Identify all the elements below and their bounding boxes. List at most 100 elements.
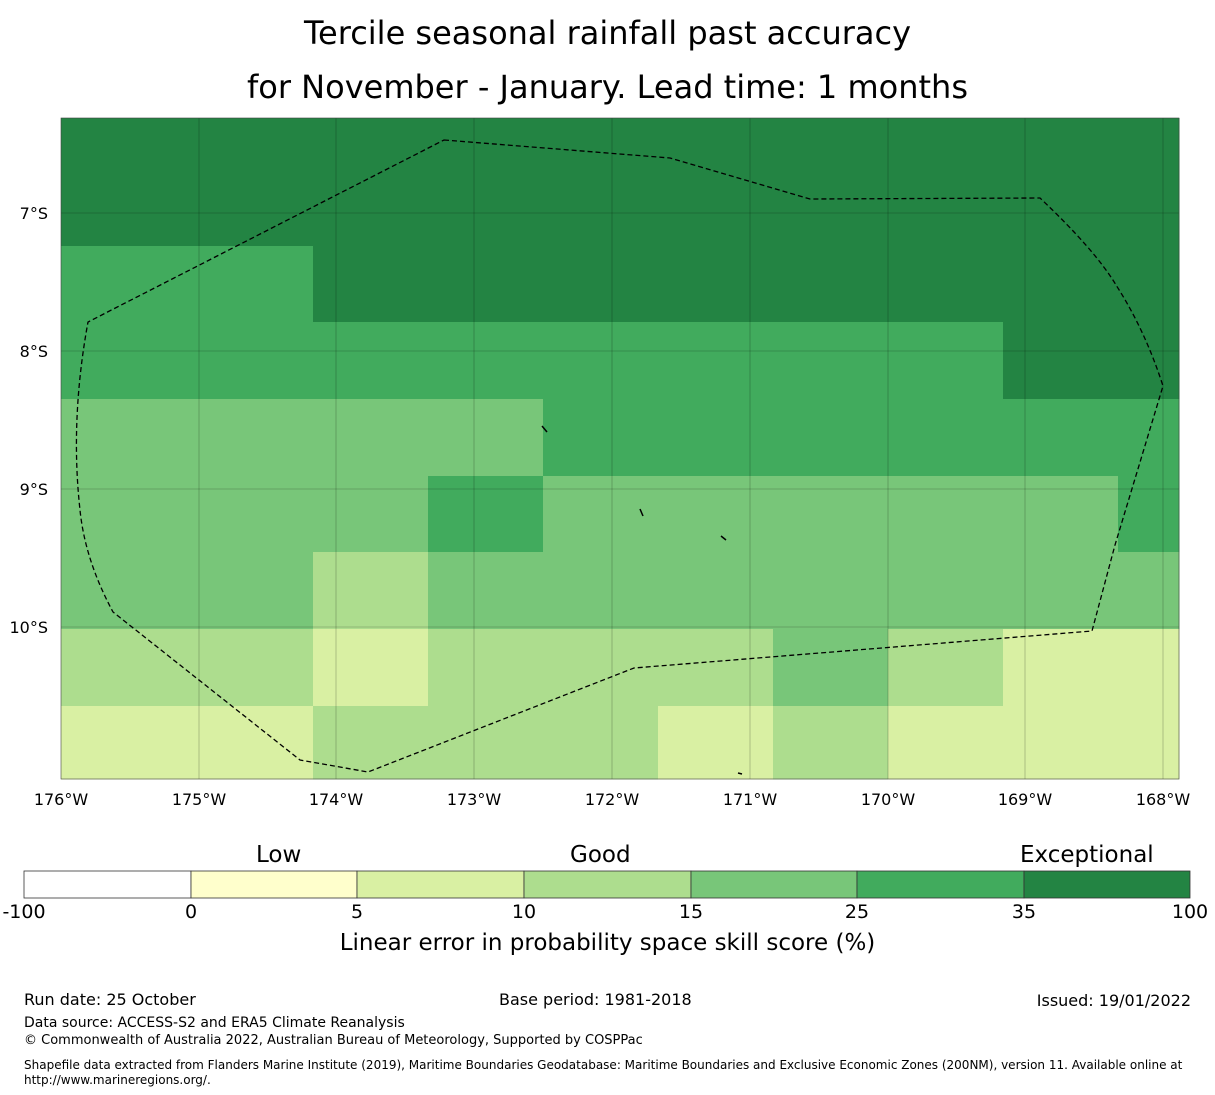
lat-label-7s: 7°S	[20, 204, 48, 223]
grid-cell	[313, 476, 429, 553]
grid-cell	[888, 552, 1004, 630]
grid-cell	[61, 552, 85, 630]
grid-cell	[313, 322, 429, 400]
title-line-2: for November - January. Lead time: 1 mon…	[247, 68, 968, 106]
page-title: Tercile seasonal rainfall past accuracy …	[0, 6, 1215, 114]
colorbar-box	[23, 870, 192, 899]
grid-cell	[1118, 629, 1180, 707]
grid-cell	[428, 118, 544, 247]
grid-cell	[61, 399, 85, 477]
grid-cell	[773, 322, 889, 400]
title-line-1: Tercile seasonal rainfall past accuracy	[303, 14, 912, 52]
grid-cell	[658, 476, 774, 553]
lat-label-10s: 10°S	[9, 618, 48, 637]
lon-label-173w: 173°W	[447, 790, 502, 809]
grid-cell	[888, 399, 1004, 477]
grid-cell	[773, 476, 889, 553]
grid-cell	[84, 706, 314, 780]
grid-cell	[543, 118, 659, 247]
grid-cell	[1003, 706, 1119, 780]
colorbar-tick: -100	[2, 901, 46, 923]
grid-cell	[1003, 399, 1119, 477]
colorbar-category-exceptional: Exceptional	[1020, 842, 1154, 868]
grid-cell	[84, 246, 314, 323]
colorbar	[23, 870, 1191, 899]
colorbar-tick: 25	[844, 901, 870, 923]
grid-cell	[658, 118, 774, 247]
grid-cell	[61, 118, 85, 247]
grid-cell	[428, 246, 544, 323]
grid-cell	[543, 246, 659, 323]
lon-label-176w: 176°W	[34, 790, 89, 809]
island-4	[737, 772, 743, 775]
grid-cell	[773, 246, 889, 323]
grid-cell	[61, 246, 85, 323]
eez-boundary	[75, 139, 1164, 773]
colorbar-tick: 10	[511, 901, 537, 923]
grid-cell	[313, 706, 429, 780]
colorbar-box	[1023, 870, 1191, 899]
shapefile-credit-line-1: Shapefile data extracted from Flanders M…	[24, 1058, 1183, 1072]
grid-cell	[428, 476, 544, 553]
grid-cell	[773, 399, 889, 477]
grid-cell	[313, 552, 429, 630]
grid-cell	[84, 322, 314, 400]
grid-cell	[658, 552, 774, 630]
grid-cell	[773, 629, 889, 707]
grid-cell	[888, 322, 1004, 400]
lat-label-9s: 9°S	[20, 480, 48, 499]
island-3	[720, 535, 727, 541]
colorbar-tick: 5	[350, 901, 364, 923]
lon-label-171w: 171°W	[723, 790, 778, 809]
grid-cell	[1003, 552, 1119, 630]
grid-cell	[84, 629, 314, 707]
lon-label-170w: 170°W	[861, 790, 916, 809]
grid-cell	[543, 399, 659, 477]
colorbar-tick: 0	[184, 901, 198, 923]
grid-cell	[658, 246, 774, 323]
colorbar-tick: 35	[1011, 901, 1037, 923]
grid-cell	[428, 629, 544, 707]
skill-grid	[61, 118, 1180, 780]
colorbar-box	[190, 870, 358, 899]
graticule	[61, 118, 1179, 779]
grid-cell	[1118, 322, 1180, 400]
colorbar-category-good: Good	[570, 842, 631, 868]
grid-cell	[428, 399, 544, 477]
grid-cell	[888, 706, 1004, 780]
grid-cell	[1118, 118, 1180, 247]
grid-cell	[543, 552, 659, 630]
grid-cell	[428, 322, 544, 400]
colorbar-box	[523, 870, 692, 899]
grid-cell	[888, 118, 1004, 247]
lon-label-174w: 174°W	[309, 790, 364, 809]
grid-cell	[1003, 322, 1119, 400]
colorbar-box	[356, 870, 525, 899]
grid-cell	[1003, 629, 1119, 707]
grid-cell	[773, 118, 889, 247]
lon-label-172w: 172°W	[585, 790, 640, 809]
grid-cell	[773, 552, 889, 630]
grid-cell	[61, 706, 85, 780]
grid-cell	[313, 399, 429, 477]
colorbar-tick: 15	[678, 901, 704, 923]
grid-cell	[1118, 476, 1180, 553]
data-source: Data source: ACCESS-S2 and ERA5 Climate …	[24, 1015, 405, 1031]
grid-cell	[313, 629, 429, 707]
map-frame	[60, 117, 1180, 780]
grid-cell	[658, 322, 774, 400]
lon-label-169w: 169°W	[998, 790, 1053, 809]
colorbar-tick: 100	[1171, 901, 1209, 923]
lon-label-168w: 168°W	[1136, 790, 1191, 809]
grid-cell	[313, 118, 429, 247]
shapefile-credit-line-2: http://www.marineregions.org/.	[24, 1073, 211, 1087]
grid-cell	[84, 476, 314, 553]
island-1	[541, 425, 548, 433]
grid-cell	[428, 552, 544, 630]
grid-cell	[543, 476, 659, 553]
grid-cell	[1003, 476, 1119, 553]
grid-cell	[543, 706, 659, 780]
grid-cell	[1118, 246, 1180, 323]
grid-cell	[888, 246, 1004, 323]
